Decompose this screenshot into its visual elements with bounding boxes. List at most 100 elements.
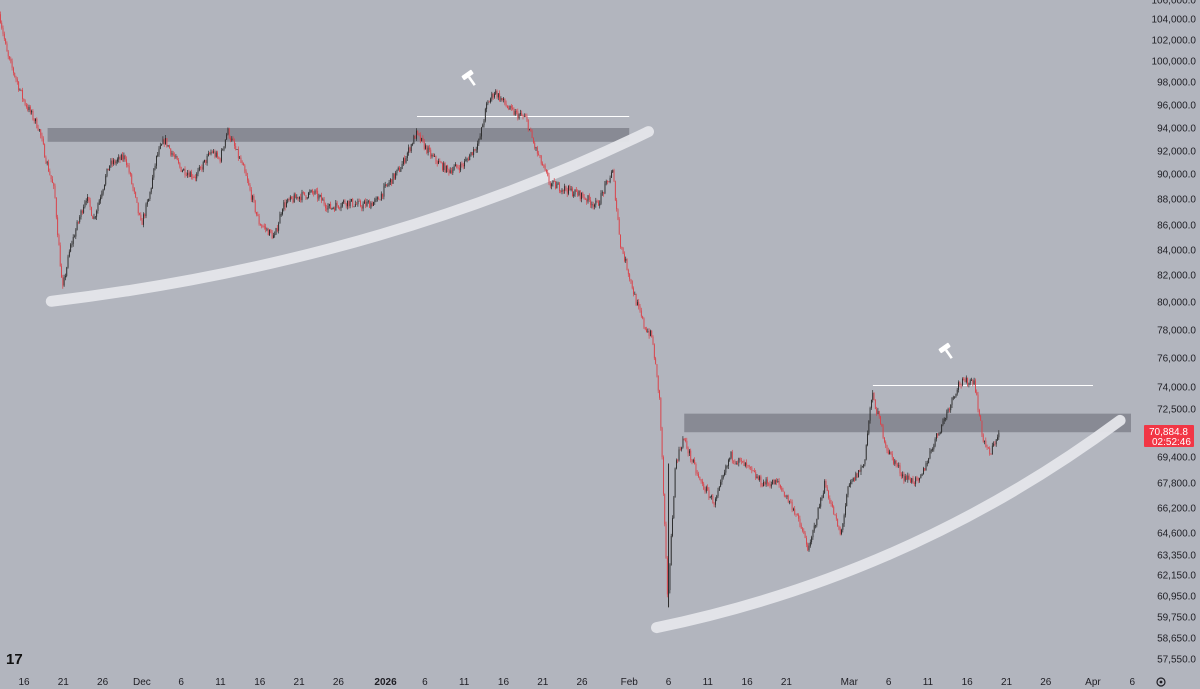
candle-body: [392, 173, 394, 184]
candle-body: [885, 442, 887, 446]
candle-body: [651, 330, 653, 337]
candle-body: [501, 98, 503, 100]
candle-body: [435, 155, 437, 162]
candle-body: [471, 152, 473, 155]
candle-body: [200, 167, 202, 168]
candle-body: [513, 108, 515, 115]
candle-body: [929, 451, 931, 459]
candle-body: [980, 415, 982, 421]
candle-body: [638, 302, 640, 307]
price-tick-label: 90,000.0: [1157, 170, 1196, 181]
candle-body: [744, 462, 746, 466]
candle-body: [644, 327, 646, 330]
candle-body: [366, 201, 368, 206]
candle-body: [14, 72, 16, 77]
candle-body: [939, 432, 941, 434]
candle-body: [972, 379, 974, 385]
time-tick-label: 16: [18, 677, 30, 688]
candle-body: [239, 157, 241, 159]
candle-body: [33, 119, 35, 122]
candle-body: [483, 120, 485, 126]
candle-body: [959, 382, 961, 386]
time-axis[interactable]: 16 21 26 Dec 6 11 16 21 26 2026 6 11 16 21 26 Feb 6 11 16 2…: [18, 677, 1135, 688]
candle-body: [791, 502, 793, 510]
candle-body: [661, 427, 663, 458]
candle-body: [858, 470, 859, 478]
candle-body: [734, 461, 736, 464]
candle-body: [893, 457, 894, 464]
candle-body: [80, 210, 82, 217]
candle-body: [210, 151, 212, 154]
candle-body: [45, 157, 47, 164]
candle-body: [682, 438, 684, 448]
candle-body: [863, 464, 865, 467]
tradingview-logo-icon[interactable]: 17: [6, 651, 23, 668]
candle-body: [954, 396, 956, 398]
candle-body: [640, 310, 642, 317]
candle-body: [750, 466, 751, 468]
candle-body: [865, 445, 867, 460]
price-tick-label: 98,000.0: [1157, 78, 1196, 89]
candle-body: [637, 302, 638, 306]
candle-body: [469, 155, 471, 161]
candle-body: [444, 163, 446, 173]
candle-body: [578, 190, 580, 196]
candle-body: [36, 118, 38, 128]
candle-body: [703, 483, 705, 490]
candle-body: [786, 495, 788, 497]
candle-body: [748, 465, 750, 467]
candle-body: [171, 153, 173, 155]
candle-body: [851, 480, 853, 482]
candle-body: [780, 484, 781, 488]
candle-body: [946, 411, 948, 419]
candle-body: [477, 143, 478, 150]
candle-body: [219, 158, 221, 162]
candle-body: [951, 397, 953, 405]
candle-body: [653, 344, 655, 359]
candle-body: [559, 183, 560, 192]
hammer-icon: [461, 69, 476, 86]
candle-body: [5, 38, 7, 44]
candle-body: [271, 232, 273, 239]
candle-body: [925, 463, 927, 471]
candle-body: [106, 168, 108, 176]
candle-body: [235, 146, 237, 150]
candle-body: [137, 202, 139, 214]
candle-body: [322, 199, 324, 201]
candle-body: [192, 176, 194, 178]
candle-body: [997, 437, 998, 440]
candle-body: [3, 33, 5, 39]
candle-body: [629, 274, 631, 280]
candle-body: [499, 93, 501, 101]
candle-body: [141, 220, 143, 225]
candle-body: [84, 202, 86, 207]
candle-body: [527, 119, 529, 130]
candle-body: [899, 465, 901, 474]
candle-body: [308, 192, 309, 198]
candle-body: [964, 379, 966, 383]
candle-body: [594, 204, 595, 207]
candle-body: [26, 104, 27, 107]
price-axis[interactable]: 57,550.0 58,650.0 59,750.0 60,950.0 62,150.0…: [1152, 0, 1197, 666]
candle-body: [746, 462, 748, 466]
candle-body: [421, 137, 423, 142]
candle-body: [396, 169, 398, 173]
candle-body: [768, 483, 770, 485]
candle-body: [634, 294, 636, 295]
candle-body: [757, 476, 759, 480]
candle-body: [968, 383, 970, 386]
candle-body: [280, 214, 282, 216]
candle-body: [535, 147, 537, 149]
candle-body: [689, 450, 690, 454]
candle-body: [625, 258, 627, 261]
candle-body: [760, 476, 762, 486]
candle-body: [913, 483, 915, 484]
candle-body: [538, 153, 540, 156]
time-tick-label: Apr: [1085, 677, 1101, 688]
candle-body: [345, 203, 347, 207]
candle-body: [880, 416, 881, 424]
candle-body: [635, 294, 637, 306]
settings-gear-icon[interactable]: [1156, 677, 1166, 687]
candle-body: [118, 156, 120, 160]
